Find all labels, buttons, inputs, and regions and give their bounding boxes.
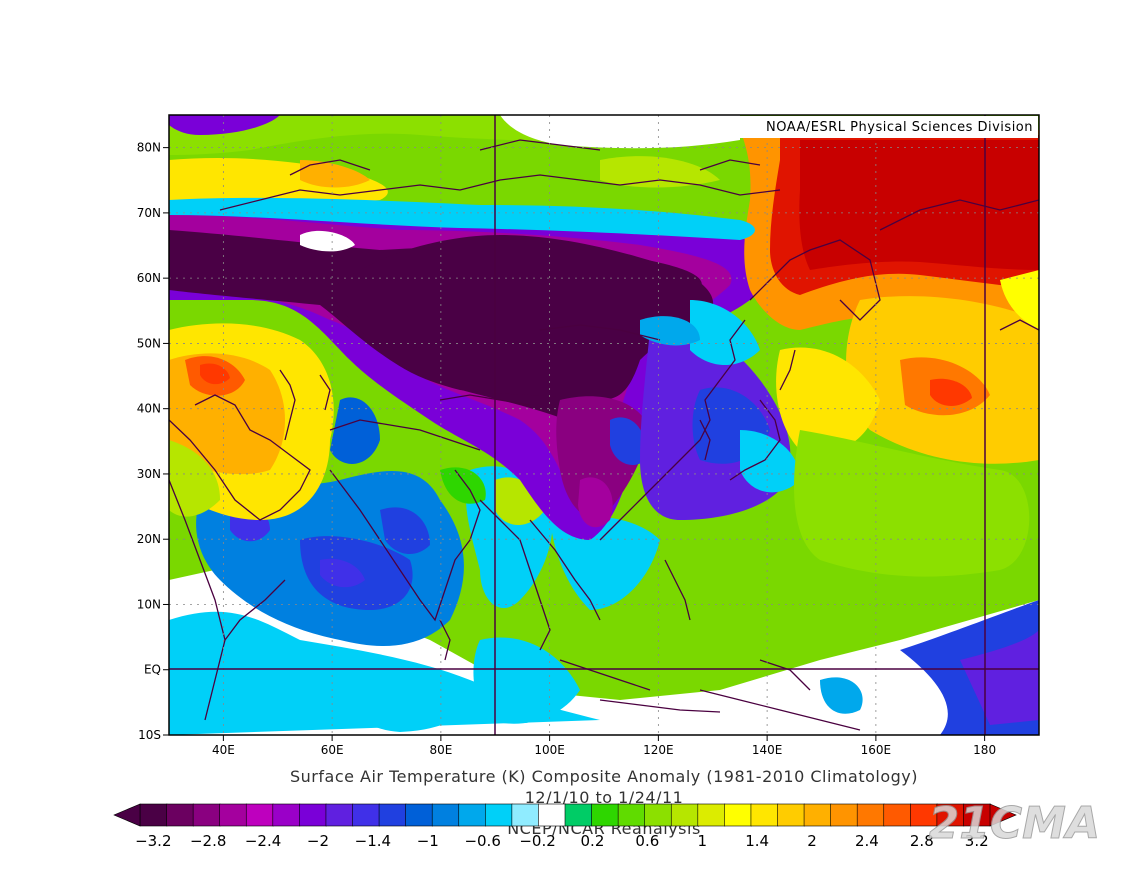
lon-tick-label: 140E — [752, 743, 783, 757]
colorbar-min-arrow — [113, 803, 141, 827]
lon-tick-label: 160E — [861, 743, 892, 757]
coastlines — [169, 139, 1039, 731]
colorbar-label: 2 — [807, 832, 817, 850]
colorbar-swatch — [591, 803, 619, 827]
colorbar-swatch — [431, 803, 460, 827]
colorbar-labels: −3.2 −2.8 −2.4 −2 −1.4 −1 −0.6 −0.2 0.2 0.6 1 1.4 2 2… — [135, 832, 989, 850]
plot-frame — [168, 114, 1040, 736]
colorbar-label: 2.8 — [910, 832, 934, 850]
lat-tick-label: 70N — [137, 206, 161, 220]
colorbar-label: −0.6 — [464, 832, 500, 850]
colorbar-swatch — [670, 803, 699, 827]
colorbar-swatch — [856, 803, 885, 827]
colorbar-label: 1 — [697, 832, 707, 850]
latitude-axis: 80N 70N 60N 50N 40N 30N 20N 10N EQ 10S — [137, 141, 169, 742]
credit-text: NOAA/ESRL Physical Sciences Division — [766, 120, 1033, 135]
colorbar-label: 3.2 — [965, 832, 989, 850]
credit-box — [698, 116, 1038, 138]
colorbar-label: 2.4 — [855, 832, 879, 850]
colorbar-swatch — [325, 803, 354, 827]
colorbar-label: 0.6 — [635, 832, 659, 850]
colorbar-label: −1.4 — [355, 832, 391, 850]
colorbar-swatch — [777, 803, 805, 827]
lon-tick-label: 60E — [321, 743, 344, 757]
lat-tick-label: 50N — [137, 336, 161, 350]
colorbar-label: −2.8 — [190, 832, 226, 850]
colorbar-swatch — [538, 803, 566, 827]
colorbar-label: −0.2 — [519, 832, 555, 850]
colorbar-swatch — [803, 803, 832, 827]
map-plot-area — [169, 115, 1039, 735]
lat-tick-label: 80N — [137, 141, 161, 155]
colorbar-swatch — [564, 803, 593, 827]
colorbar-swatch — [245, 803, 274, 827]
lat-tick-label: 40N — [137, 402, 161, 416]
colorbar-swatch — [219, 803, 248, 827]
lon-tick-label: 180 — [973, 743, 996, 757]
lon-tick-label: 100E — [534, 743, 565, 757]
colorbar-label: −3.2 — [135, 832, 171, 850]
lon-tick-label: 80E — [429, 743, 452, 757]
lat-tick-label: EQ — [144, 663, 161, 677]
colorbar-swatch — [724, 803, 752, 827]
lat-tick-label: 30N — [137, 467, 161, 481]
map-title: Surface Air Temperature (K) Composite An… — [290, 767, 918, 786]
colorbar-swatch — [617, 803, 646, 827]
colorbar-swatch — [697, 803, 726, 827]
colorbar-swatch — [644, 803, 673, 827]
colorbar-swatch — [511, 803, 540, 827]
colorbar-swatch — [166, 803, 194, 827]
colorbar — [113, 803, 1017, 827]
colorbar-label: 1.4 — [745, 832, 769, 850]
lon-tick-label: 40E — [212, 743, 235, 757]
colorbar-swatch — [192, 803, 221, 827]
colorbar-swatch — [883, 803, 912, 827]
colorbar-swatch — [750, 803, 779, 827]
grid-lines — [169, 115, 1039, 735]
longitude-axis: 40E 60E 80E 100E 120E 140E 160E 180 — [212, 735, 996, 757]
colorbar-swatch — [299, 803, 327, 827]
colorbar-swatch — [378, 803, 407, 827]
lat-tick-label: 60N — [137, 271, 161, 285]
colorbar-label: −1 — [417, 832, 439, 850]
colorbar-label: −2 — [307, 832, 329, 850]
lon-tick-label: 120E — [643, 743, 674, 757]
colorbar-swatch — [405, 803, 433, 827]
lat-tick-label: 10S — [138, 728, 161, 742]
date-range: 12/1/10 to 1/24/11 — [525, 788, 684, 807]
colorbar-swatch — [458, 803, 487, 827]
colorbar-swatch — [139, 803, 168, 827]
colorbar-swatch — [272, 803, 301, 827]
colorbar-swatch — [830, 803, 858, 827]
colorbar-swatch — [352, 803, 380, 827]
colorbar-swatch — [485, 803, 513, 827]
reference-lines — [169, 115, 1039, 735]
colorbar-label: 0.2 — [581, 832, 605, 850]
watermark-logo: 21CMA — [929, 798, 1100, 849]
lat-tick-label: 10N — [137, 597, 161, 611]
colorbar-max-arrow — [989, 803, 1017, 827]
lat-tick-label: 20N — [137, 532, 161, 546]
colorbar-label: −2.4 — [245, 832, 281, 850]
